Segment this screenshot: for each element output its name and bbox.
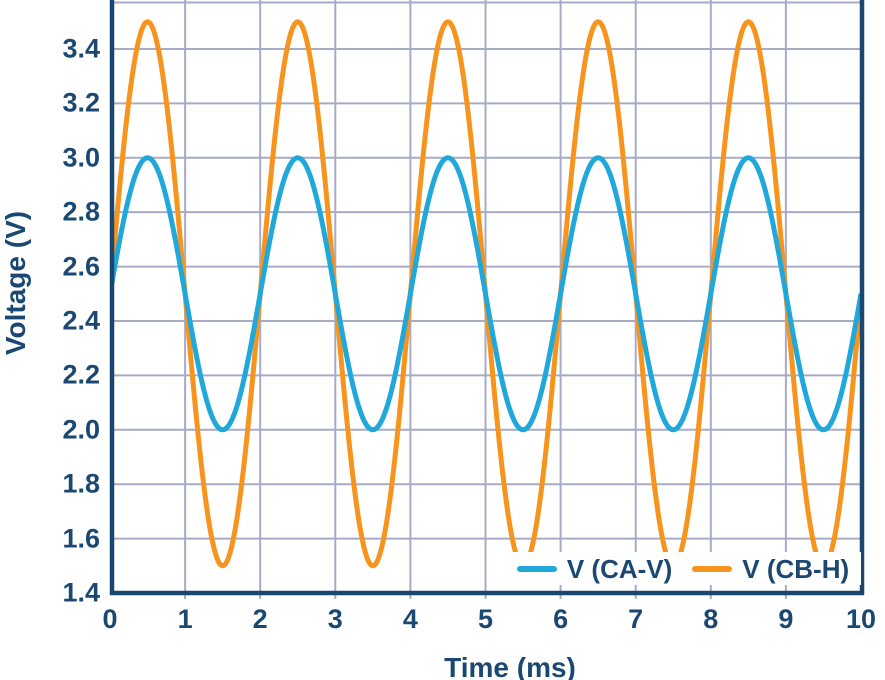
legend-swatch-ca-v: [516, 565, 557, 572]
axes: [109, 0, 865, 596]
series-curves: [110, 19, 861, 569]
x-tick-label-4: 4: [402, 604, 418, 634]
x-tick-label-2: 2: [252, 604, 268, 634]
legend: V (CA-V) V (CB-H): [505, 552, 861, 585]
x-tick-label-7: 7: [628, 604, 644, 634]
x-tick-label-1: 1: [177, 604, 193, 634]
x-tick-label-8: 8: [703, 604, 719, 634]
y-tick-label-2.0: 2.0: [62, 414, 100, 445]
y-tick-label-2.6: 2.6: [62, 251, 100, 282]
legend-label-cb-h: V (CB-H): [742, 553, 850, 584]
x-tick-label-3: 3: [327, 604, 343, 634]
legend-item-cb-h: V (CB-H): [692, 556, 849, 582]
y-tick-label-1.4: 1.4: [62, 577, 100, 608]
y-tick-label-3.2: 3.2: [62, 87, 100, 118]
x-tick-label-0: 0: [102, 604, 118, 634]
x-tick-label-9: 9: [778, 604, 794, 634]
y-tick-label-1.8: 1.8: [62, 468, 100, 499]
legend-item-ca-v: V (CA-V): [516, 553, 673, 584]
x-tick-label-5: 5: [477, 604, 494, 634]
legend-swatch-cb-h: [692, 565, 733, 572]
y-tick-label-1.6: 1.6: [62, 523, 100, 554]
y-tick-label-3.4: 3.4: [62, 33, 100, 64]
x-axis-title: Time (ms): [444, 652, 576, 680]
legend-label-ca-v: V (CA-V): [566, 553, 673, 584]
y-tick-label-2.4: 2.4: [62, 305, 100, 336]
y-tick-label-3.0: 3.0: [62, 142, 100, 173]
curve-v-ca-v-: [110, 155, 861, 433]
x-tick-label-6: 6: [553, 604, 569, 634]
x-tick-label-10: 10: [845, 604, 877, 634]
y-tick-label-2.2: 2.2: [62, 359, 100, 390]
y-tick-label-2.8: 2.8: [62, 196, 100, 227]
